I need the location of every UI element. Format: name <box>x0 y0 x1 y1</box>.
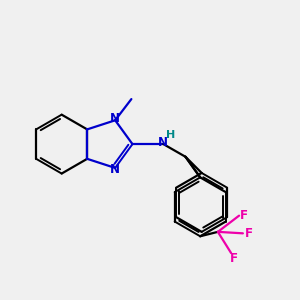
Text: N: N <box>110 112 120 125</box>
Text: F: F <box>230 252 238 265</box>
Text: N: N <box>158 136 168 149</box>
Text: N: N <box>110 163 120 176</box>
Text: F: F <box>245 227 253 240</box>
Text: F: F <box>240 209 248 222</box>
Text: H: H <box>166 130 176 140</box>
